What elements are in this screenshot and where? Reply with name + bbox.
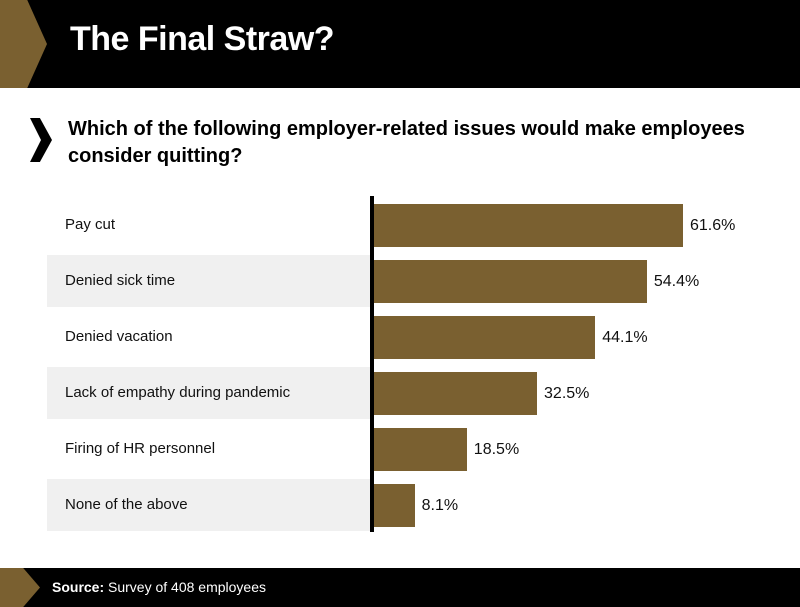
category-band [47, 479, 370, 531]
category-label: Lack of empathy during pandemic [65, 384, 291, 401]
source-text: Survey of 408 employees [108, 579, 266, 595]
bar [374, 484, 415, 527]
category-label: Denied vacation [65, 328, 173, 345]
category-band [47, 255, 370, 307]
question-block: Which of the following employer-related … [30, 116, 770, 167]
value-label: 32.5% [544, 385, 590, 402]
value-label: 54.4% [653, 273, 700, 290]
source-note: Source: Survey of 408 employees [52, 579, 266, 595]
value-label: 44.1% [602, 329, 648, 346]
bar [374, 428, 467, 471]
footer-bar: Source: Survey of 408 employees [0, 568, 800, 607]
bar [374, 204, 683, 247]
page-title: The Final Straw? [70, 20, 335, 58]
source-label: Source: [52, 579, 105, 595]
y-axis-line [370, 196, 374, 532]
value-label: 8.1% [421, 497, 459, 514]
value-label: 61.6% [690, 217, 736, 234]
footer-chevron-accent [0, 568, 40, 607]
category-label: None of the above [65, 496, 188, 513]
value-label: 18.5% [473, 441, 520, 458]
chart-question: Which of the following employer-related … [68, 118, 745, 167]
category-band [47, 367, 370, 419]
category-label: Pay cut [65, 216, 116, 233]
bar [374, 260, 647, 303]
bar [374, 372, 538, 415]
bar [374, 316, 596, 359]
header-bar: The Final Straw? [0, 0, 800, 88]
category-label: Firing of HR personnel [65, 440, 216, 457]
category-label: Denied sick time [65, 272, 176, 289]
